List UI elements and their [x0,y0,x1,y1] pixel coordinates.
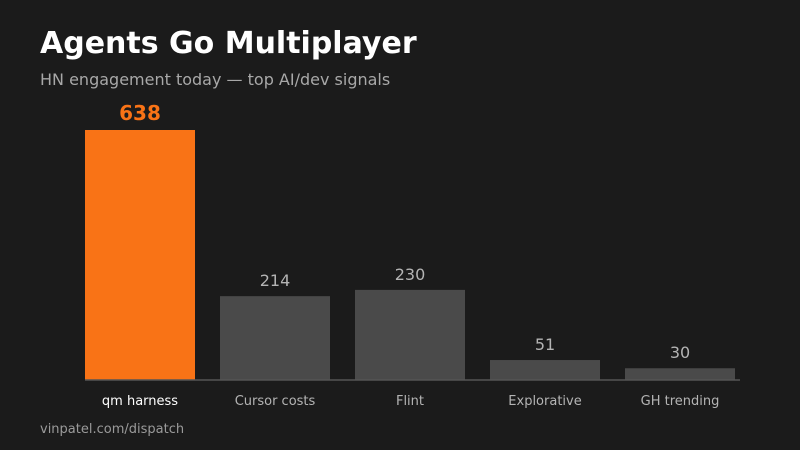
value-label-2: 230 [395,265,426,284]
bar-1 [220,296,330,380]
category-label-1: Cursor costs [235,394,316,409]
bar-2 [355,289,465,380]
category-label-3: Explorative [508,394,581,409]
value-label-0: 638 [119,101,161,125]
value-label-1: 214 [260,271,291,290]
value-label-4: 30 [670,343,690,362]
chart-subtitle: HN engagement today — top AI/dev signals [40,70,391,89]
chart-title: Agents Go Multiplayer [40,26,417,61]
bar-4 [625,368,735,380]
category-label-2: Flint [396,394,424,409]
category-label-0: qm harness [102,394,178,409]
source-footer: vinpatel.com/dispatch [40,422,185,437]
bar-0 [85,130,195,380]
bar-3 [490,360,600,380]
value-label-3: 51 [535,335,555,354]
category-label-4: GH trending [641,394,720,409]
